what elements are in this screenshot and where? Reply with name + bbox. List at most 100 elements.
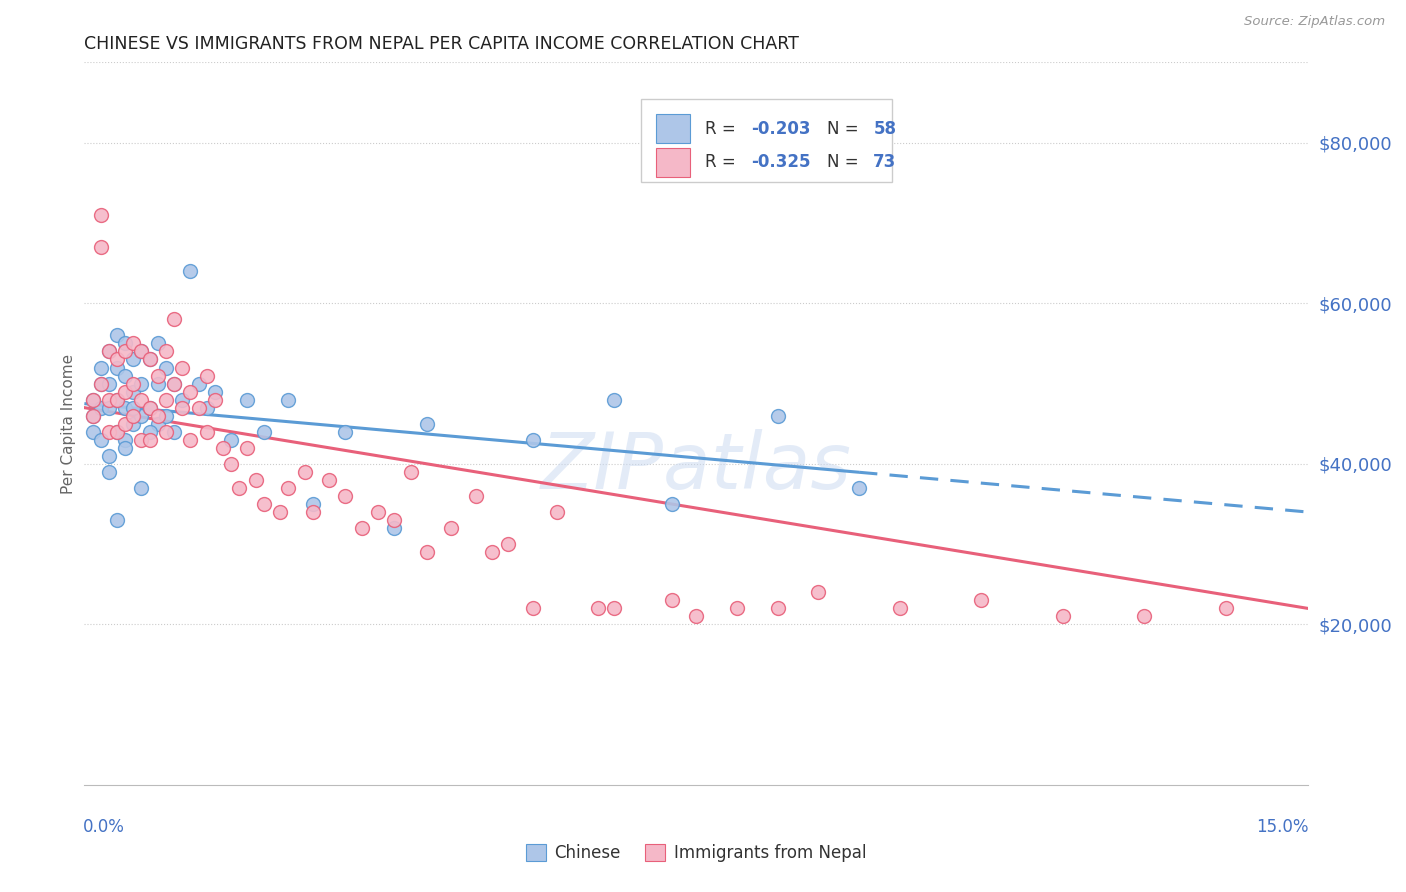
Point	[105, 425, 128, 439]
Point	[245, 473, 267, 487]
Point	[138, 352, 160, 367]
Text: N =: N =	[827, 153, 863, 171]
Point	[294, 465, 316, 479]
Point	[228, 481, 250, 495]
Point	[131, 409, 153, 423]
Text: -0.325: -0.325	[751, 153, 810, 171]
Point	[204, 384, 226, 399]
Point	[848, 481, 870, 495]
Point	[179, 433, 201, 447]
Point	[464, 489, 486, 503]
Point	[382, 513, 405, 527]
Point	[586, 601, 609, 615]
Point	[105, 352, 128, 367]
Point	[146, 376, 169, 391]
Text: 0.0%: 0.0%	[83, 818, 125, 836]
Point	[146, 409, 169, 423]
FancyBboxPatch shape	[641, 99, 891, 182]
Point	[195, 368, 218, 383]
Point	[155, 392, 177, 407]
Point	[146, 368, 169, 383]
Point	[163, 425, 186, 439]
Point	[219, 457, 242, 471]
Text: CHINESE VS IMMIGRANTS FROM NEPAL PER CAPITA INCOME CORRELATION CHART: CHINESE VS IMMIGRANTS FROM NEPAL PER CAP…	[84, 35, 799, 53]
Point	[155, 409, 177, 423]
Point	[416, 417, 439, 431]
Point	[253, 425, 276, 439]
Point	[114, 384, 136, 399]
Point	[131, 433, 153, 447]
Point	[350, 521, 373, 535]
Point	[82, 409, 104, 423]
Point	[82, 425, 104, 439]
Point	[90, 376, 112, 391]
Point	[146, 417, 169, 431]
Point	[603, 392, 626, 407]
Point	[1133, 609, 1156, 624]
Point	[440, 521, 463, 535]
Point	[155, 360, 177, 375]
Point	[122, 409, 145, 423]
Point	[195, 401, 218, 415]
Text: N =: N =	[827, 120, 863, 138]
Point	[382, 521, 405, 535]
Point	[766, 601, 789, 615]
Point	[236, 392, 259, 407]
Point	[97, 465, 120, 479]
Point	[277, 392, 299, 407]
Point	[766, 409, 789, 423]
Point	[82, 392, 104, 407]
Point	[97, 344, 120, 359]
Point	[131, 392, 153, 407]
Point	[179, 264, 201, 278]
Point	[97, 425, 120, 439]
Point	[105, 513, 128, 527]
Point	[114, 441, 136, 455]
Point	[105, 392, 128, 407]
Point	[172, 401, 194, 415]
Text: R =: R =	[704, 153, 741, 171]
Point	[335, 489, 357, 503]
Point	[204, 392, 226, 407]
Point	[97, 376, 120, 391]
Point	[335, 425, 357, 439]
Point	[367, 505, 389, 519]
Text: 15.0%: 15.0%	[1257, 818, 1309, 836]
Point	[318, 473, 340, 487]
Point	[114, 401, 136, 415]
Point	[685, 609, 707, 624]
Point	[163, 376, 186, 391]
Point	[172, 360, 194, 375]
Point	[138, 352, 160, 367]
Point	[807, 585, 830, 599]
FancyBboxPatch shape	[655, 148, 690, 177]
Point	[155, 425, 177, 439]
Point	[90, 208, 112, 222]
Point	[105, 328, 128, 343]
Point	[1052, 609, 1074, 624]
Point	[970, 593, 993, 607]
Point	[82, 409, 104, 423]
Point	[131, 376, 153, 391]
Point	[114, 433, 136, 447]
Point	[195, 425, 218, 439]
Point	[122, 401, 145, 415]
Text: R =: R =	[704, 120, 741, 138]
Point	[122, 417, 145, 431]
Point	[219, 433, 242, 447]
Point	[187, 376, 209, 391]
Point	[90, 433, 112, 447]
Point	[114, 368, 136, 383]
Point	[236, 441, 259, 455]
Point	[1215, 601, 1237, 615]
Point	[146, 336, 169, 351]
Point	[105, 392, 128, 407]
Text: 58: 58	[873, 120, 897, 138]
Point	[105, 425, 128, 439]
Point	[603, 601, 626, 615]
Point	[212, 441, 235, 455]
Point	[661, 497, 683, 511]
Point	[131, 481, 153, 495]
Point	[97, 344, 120, 359]
Text: ZIPatlas: ZIPatlas	[540, 429, 852, 505]
